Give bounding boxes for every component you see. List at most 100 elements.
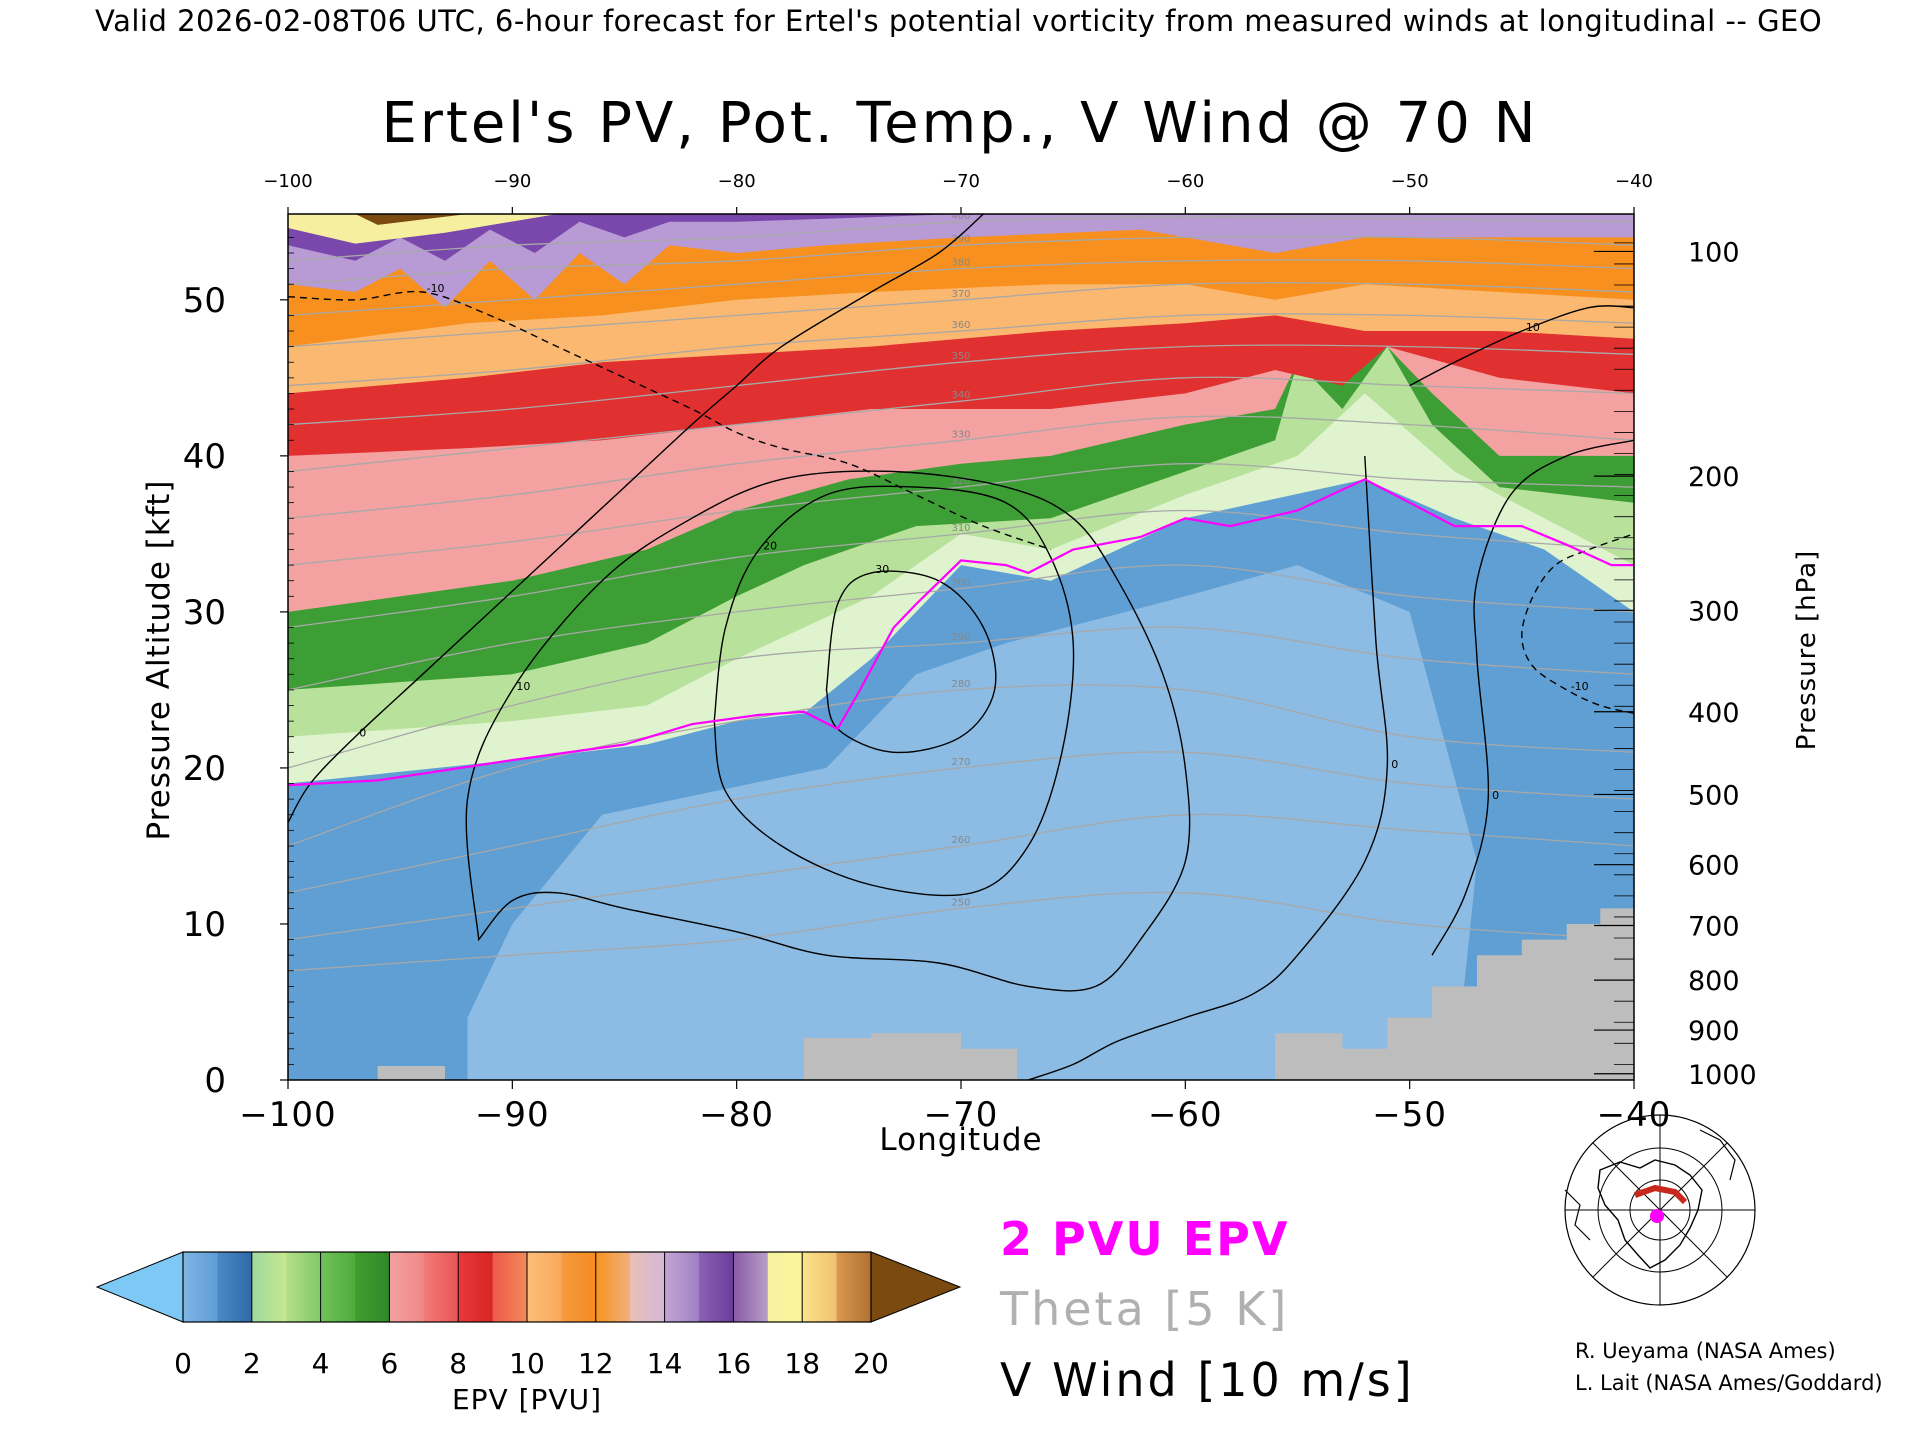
pressure-tick-label: 500 [1688,780,1740,811]
colorbar-bin-3 [286,1252,322,1322]
colorbar-bin-17 [767,1252,803,1322]
colorbar-over-arrow [870,1251,962,1323]
x-tick-label: −70 [924,1095,999,1135]
isentrope-label-320: 320 [951,476,970,487]
colorbar-tick-label: 14 [647,1347,683,1380]
pressure-tick-label: 1000 [1688,1060,1757,1091]
credit-line-1: R. Ueyama (NASA Ames) [1575,1339,1836,1363]
y-tick-label: 10 [183,905,226,945]
credit-line-2: L. Lait (NASA Ames/Goddard) [1575,1371,1883,1395]
y-tick-label: 0 [204,1061,226,1101]
isentrope-360 [288,313,1634,387]
x-tick-label: −90 [475,1095,550,1135]
wind-contour-label-3: 20 [763,539,777,552]
wind-contour-7 [1521,533,1634,714]
isentrope-label-390: 390 [951,234,970,245]
isentrope-250 [288,891,1634,972]
pressure-tick-label: 700 [1688,912,1740,943]
epv-band-11 [288,214,558,244]
colorbar-bin-0 [183,1252,218,1322]
globe-inset-icon [1564,1114,1756,1306]
isentrope-310 [288,509,1634,629]
pressure-tick-label: 600 [1688,851,1740,882]
pressure-tick-label: 200 [1688,462,1740,493]
y-tick-label: 30 [183,593,226,633]
colorbar-label: EPV [PVU] [452,1383,602,1416]
top-x-tick-label: −80 [718,171,756,192]
isentrope-340 [288,376,1634,473]
y-tick-label: 40 [183,437,226,477]
wind-contour-label-0: 0 [359,727,366,740]
colorbar-bin-6 [389,1252,425,1322]
legend-vwind: V Wind [10 m/s] [1000,1353,1415,1407]
pv2-contour-layer [288,478,1634,787]
isentrope-label-250: 250 [951,897,970,908]
isentrope-label-280: 280 [951,679,970,690]
epv-band-1 [467,565,1477,1080]
isentrope-label-300: 300 [951,577,970,588]
colorbar-bin-13 [630,1252,666,1322]
epv-fill-layer [288,214,1634,1080]
credits: R. Ueyama (NASA Ames) L. Lait (NASA Ames… [1575,1335,1883,1399]
colorbar-bin-11 [561,1252,597,1322]
pressure-axis-label: Pressure [hPa] [1792,550,1822,751]
wind-contour-3 [713,485,1075,897]
isentrope-380 [288,259,1634,317]
wind-contour-label-7: -10 [1571,680,1589,693]
pressure-tick-label: 400 [1688,698,1740,729]
colorbar-under-arrow [95,1251,184,1323]
colorbar-bin-8 [458,1252,494,1322]
colorbar-bin-16 [733,1252,769,1322]
pressure-tick-label: 800 [1688,966,1740,997]
colorbar-tick-label: 10 [509,1347,545,1380]
terrain-layer [377,908,1634,1080]
wind-contour-label-4: 30 [875,563,889,576]
legend-2pvu: 2 PVU EPV [1000,1212,1290,1266]
wind-contour-label-5: 0 [1391,758,1398,771]
isentrope-label-310: 310 [951,523,970,534]
axes-layer: −100 −90 −80 −70 −60 −50 −40 −100 −90 −80 −70 −60 −5… [183,171,1757,1135]
isentrope-390 [288,235,1634,285]
track-line [1634,1184,1688,1205]
colorbar-bin-19 [836,1252,872,1322]
isentrope-label-270: 270 [951,757,970,768]
colorbar-bin-14 [664,1252,700,1322]
wind-contour-0 [288,214,984,823]
x-tick-label: −100 [239,1095,336,1135]
wind-contour-label-2: 10 [516,680,530,693]
wind-contour-2 [465,470,1191,992]
colorbar-tick-label: 6 [380,1347,398,1380]
x-tick-label: −80 [699,1095,774,1135]
wind-contour-1 [288,290,1051,551]
isentrope-label-370: 370 [951,289,970,300]
x-axis-label: Longitude [879,1122,1042,1158]
colorbar-bin-9 [492,1252,528,1322]
colorbar-bin-5 [355,1252,390,1322]
colorbar-tick-label: 16 [716,1347,752,1380]
isentrope-label-340: 340 [951,390,970,401]
isentrope-330 [288,415,1634,519]
top-x-tick-label: −40 [1615,171,1653,192]
legend-theta: Theta [5 K] [1000,1282,1290,1336]
top-x-tick-label: −100 [263,171,312,192]
isentrope-label-380: 380 [951,258,970,269]
wind-contour-5 [1028,455,1389,1080]
isentrope-270 [288,751,1634,894]
epv-band-12 [355,214,468,225]
colorbar-tick-label: 12 [578,1347,614,1380]
isentrope-label-360: 360 [951,320,970,331]
location-dot [1650,1209,1664,1223]
isentrope-300 [288,564,1634,691]
chart-title: Ertel's PV, Pot. Temp., V Wind @ 70 N [381,91,1538,156]
isentrope-label-260: 260 [951,835,970,846]
colorbar-tick-label: 2 [243,1347,261,1380]
colorbar-tick-label: 0 [174,1347,192,1380]
colorbar-bin-7 [423,1252,459,1322]
colorbar-bin-4 [320,1252,356,1322]
isentrope-label-330: 330 [951,429,970,440]
colorbar-tick-label: 4 [312,1347,330,1380]
top-x-tick-label: −70 [942,171,980,192]
isentrope-label-400: 400 [951,211,970,222]
isentrope-label-290: 290 [951,632,970,643]
